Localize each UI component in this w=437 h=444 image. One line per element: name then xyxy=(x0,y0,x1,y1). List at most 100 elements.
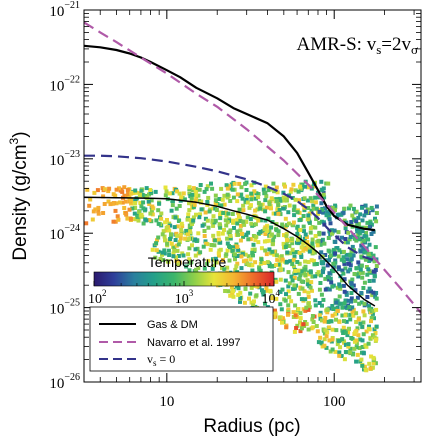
scatter-point xyxy=(234,264,239,269)
scatter-point xyxy=(189,195,194,200)
scatter-point xyxy=(333,208,337,212)
scatter-point xyxy=(239,185,244,190)
scatter-point xyxy=(346,330,351,335)
y-axis-label-close: ) xyxy=(10,131,31,137)
scatter-point xyxy=(252,247,257,252)
scatter-point xyxy=(301,214,306,218)
scatter-point xyxy=(292,264,296,269)
scatter-point xyxy=(333,240,338,244)
scatter-point xyxy=(193,198,198,203)
scatter-point xyxy=(210,186,215,191)
scatter-point xyxy=(369,319,373,324)
scatter-point xyxy=(226,289,231,294)
scatter-point xyxy=(311,206,316,211)
scatter-point xyxy=(330,205,335,210)
scatter-point xyxy=(280,222,285,227)
scatter-point xyxy=(278,302,283,307)
scatter-point xyxy=(286,289,291,294)
scatter-point xyxy=(191,186,196,191)
scatter-point xyxy=(177,191,182,196)
scatter-point xyxy=(334,300,339,305)
scatter-point xyxy=(174,206,179,211)
scatter-point xyxy=(297,198,301,203)
scatter-point xyxy=(264,194,269,199)
scatter-point xyxy=(374,324,379,329)
scatter-point xyxy=(295,260,300,264)
scatter-point xyxy=(297,218,302,223)
scatter-point xyxy=(348,267,353,272)
scatter-point xyxy=(367,324,371,329)
scatter-point xyxy=(374,211,379,215)
scatter-point xyxy=(298,320,302,325)
title-sub-sigma: σ xyxy=(411,42,418,57)
scatter-point xyxy=(285,237,289,242)
scatter-point xyxy=(264,286,269,291)
scatter-point xyxy=(108,202,113,207)
scatter-point xyxy=(231,289,236,293)
scatter-point xyxy=(342,261,347,266)
scatter-point xyxy=(325,275,330,279)
scatter-point xyxy=(194,212,198,217)
scatter-point xyxy=(315,243,320,248)
scatter-point xyxy=(281,195,286,200)
scatter-point xyxy=(301,248,306,253)
scatter-point xyxy=(160,250,165,255)
scatter-point xyxy=(190,222,194,226)
scatter-point xyxy=(339,257,344,262)
scatter-point xyxy=(343,240,348,245)
scatter-point xyxy=(120,189,125,194)
scatter-point xyxy=(236,286,241,291)
scatter-point xyxy=(118,200,122,205)
scatter-point xyxy=(191,218,196,223)
scatter-point xyxy=(351,206,356,211)
scatter-point xyxy=(284,292,288,297)
scatter-point xyxy=(352,346,357,351)
scatter-point xyxy=(355,229,360,234)
scatter-point xyxy=(324,345,329,350)
scatter-point xyxy=(302,289,307,294)
scatter-point xyxy=(271,211,276,216)
scatter-point xyxy=(119,187,124,192)
scatter-point xyxy=(304,305,309,310)
scatter-point xyxy=(202,266,207,271)
scatter-point xyxy=(290,241,295,246)
scatter-point xyxy=(360,229,365,234)
scatter-point xyxy=(371,229,376,234)
scatter-point xyxy=(284,234,289,239)
scatter-point xyxy=(307,305,312,310)
scatter-point xyxy=(272,315,277,320)
scatter-point xyxy=(315,329,320,334)
scatter-point xyxy=(283,245,288,249)
scatter-point xyxy=(311,320,316,324)
scatter-point xyxy=(372,327,377,332)
scatter-point xyxy=(341,325,346,330)
scatter-point xyxy=(319,292,324,297)
scatter-point xyxy=(274,197,279,202)
scatter-point xyxy=(366,267,371,272)
scatter-point xyxy=(265,205,269,210)
scatter-point xyxy=(347,350,352,355)
scatter-point xyxy=(341,255,346,260)
scatter-point xyxy=(138,200,143,205)
scatter-point xyxy=(235,229,240,234)
scatter-point xyxy=(368,336,373,341)
scatter-point xyxy=(293,188,298,193)
scatter-point xyxy=(359,357,364,362)
scatter-point xyxy=(278,212,283,217)
scatter-point xyxy=(269,225,274,230)
scatter-point xyxy=(214,208,219,212)
scatter-point xyxy=(114,201,119,206)
scatter-point xyxy=(364,231,368,235)
scatter-point xyxy=(168,223,173,228)
scatter-point xyxy=(337,294,342,299)
scatter-point xyxy=(236,247,241,252)
legend-label-gas-dm: Gas & DM xyxy=(147,319,198,331)
scatter-point xyxy=(332,228,337,233)
scatter-point xyxy=(295,225,300,230)
scatter-point xyxy=(361,320,366,325)
scatter-point xyxy=(324,213,329,218)
scatter-point xyxy=(347,206,351,211)
scatter-point xyxy=(202,189,207,194)
scatter-point xyxy=(365,295,370,299)
scatter-point xyxy=(318,273,323,278)
